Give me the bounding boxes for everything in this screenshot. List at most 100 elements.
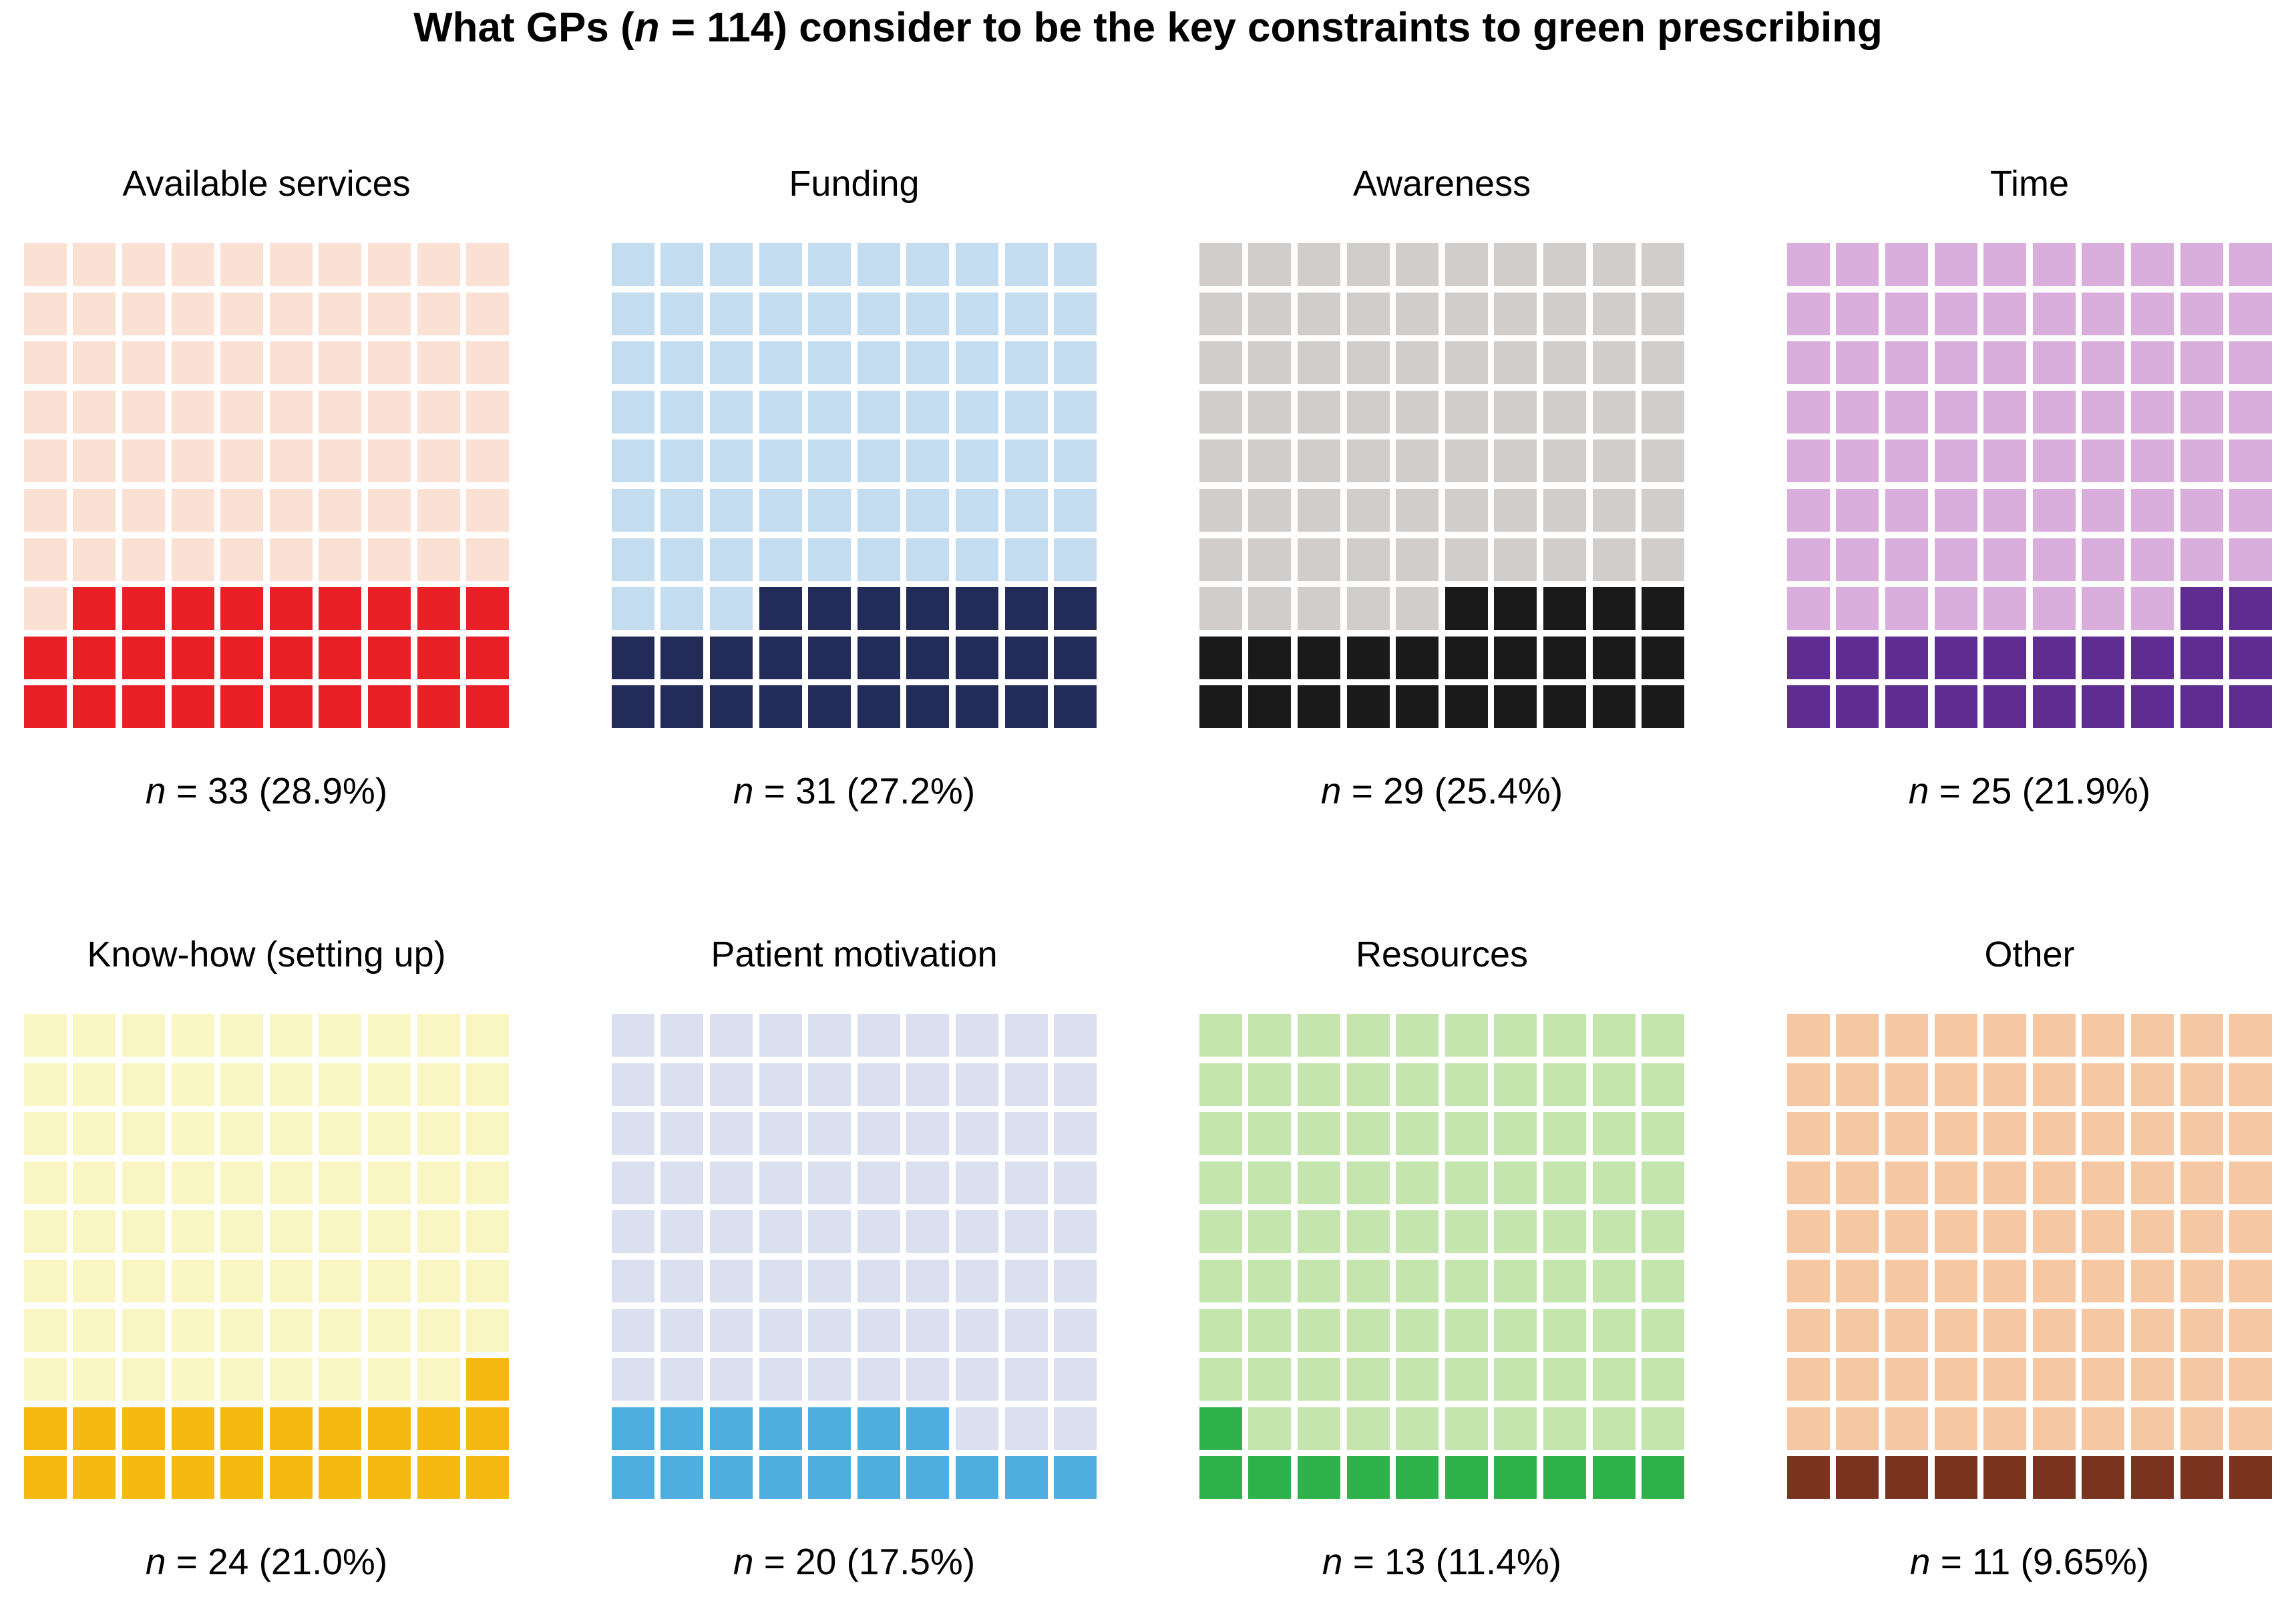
waffle-cell-empty xyxy=(23,1063,67,1106)
waffle-cell-filled xyxy=(660,1407,704,1450)
waffle-cell-empty xyxy=(1054,292,1097,335)
waffle-cell-empty xyxy=(1054,1407,1097,1450)
waffle-cell-filled xyxy=(466,636,510,679)
waffle-cell-empty xyxy=(611,587,654,631)
category-panel-available-services: Available services n = 33 (28.9%) xyxy=(23,163,510,812)
waffle-cell-empty xyxy=(1199,1210,1242,1254)
waffle-cell-filled xyxy=(1836,1456,1879,1499)
waffle-cell-empty xyxy=(2082,1112,2125,1155)
waffle-cell-empty xyxy=(2032,1063,2076,1106)
waffle-cell-empty xyxy=(1396,488,1439,532)
waffle-cell-empty xyxy=(319,1112,362,1155)
waffle-cell-empty xyxy=(1885,587,1929,631)
waffle-cell-empty xyxy=(319,538,362,581)
waffle-cell-empty xyxy=(1885,390,1929,433)
waffle-cell-empty xyxy=(319,341,362,385)
waffle-cell-empty xyxy=(1836,439,1879,483)
waffle-cell-filled xyxy=(1836,636,1879,679)
waffle-cell-filled xyxy=(857,685,900,729)
waffle-cell-filled xyxy=(1004,685,1048,729)
waffle-cell-empty xyxy=(171,1112,214,1155)
category-panel-resources: Resources n = 13 (11.4%) xyxy=(1199,934,1685,1583)
waffle-cell-empty xyxy=(2082,1014,2125,1057)
waffle-grid-other xyxy=(1786,1014,2273,1499)
waffle-cell-empty xyxy=(417,1259,460,1302)
waffle-cell-empty xyxy=(808,1358,851,1401)
waffle-cell-empty xyxy=(857,243,900,286)
waffle-cell-empty xyxy=(1298,1407,1341,1450)
waffle-cell-filled xyxy=(319,636,362,679)
waffle-cell-filled xyxy=(2082,1456,2125,1499)
waffle-cell-empty xyxy=(2082,390,2125,433)
waffle-cell-empty xyxy=(1494,1308,1537,1352)
waffle-cell-filled xyxy=(367,1407,411,1450)
waffle-cell-filled xyxy=(23,685,67,729)
waffle-cell-empty xyxy=(466,341,510,385)
waffle-cell-empty xyxy=(1396,538,1439,581)
waffle-cell-empty xyxy=(808,1161,851,1204)
waffle-cell-filled xyxy=(1543,1456,1586,1499)
waffle-cell-empty xyxy=(171,341,214,385)
waffle-cell-empty xyxy=(1836,1259,1879,1302)
waffle-cell-empty xyxy=(2032,292,2076,335)
waffle-cell-filled xyxy=(1346,1456,1390,1499)
waffle-cell-empty xyxy=(2032,1112,2076,1155)
waffle-cell-empty xyxy=(808,1210,851,1254)
waffle-cell-empty xyxy=(466,538,510,581)
waffle-cell-empty xyxy=(1346,587,1390,631)
waffle-cell-empty xyxy=(611,1112,654,1155)
waffle-cell-empty xyxy=(759,1210,802,1254)
waffle-cell-filled xyxy=(1199,636,1242,679)
waffle-cell-filled xyxy=(1885,685,1929,729)
waffle-cell-filled xyxy=(1592,1456,1636,1499)
waffle-cell-empty xyxy=(23,292,67,335)
waffle-cell-empty xyxy=(1199,587,1242,631)
waffle-cell-empty xyxy=(367,1358,411,1401)
waffle-cell-empty xyxy=(1004,1308,1048,1352)
waffle-cell-empty xyxy=(1592,488,1636,532)
count-label: n = 20 (17.5%) xyxy=(733,1540,975,1583)
waffle-cell-empty xyxy=(1885,538,1929,581)
waffle-cell-empty xyxy=(417,1358,460,1401)
waffle-cell-empty xyxy=(2180,1407,2223,1450)
waffle-cell-empty xyxy=(367,1014,411,1057)
waffle-cell-empty xyxy=(1054,1308,1097,1352)
waffle-cell-empty xyxy=(1004,1358,1048,1401)
waffle-cell-empty xyxy=(955,390,998,433)
waffle-cell-empty xyxy=(1298,1063,1341,1106)
waffle-cell-empty xyxy=(1983,390,2027,433)
waffle-cell-empty xyxy=(611,390,654,433)
waffle-cell-filled xyxy=(1983,1456,2027,1499)
waffle-cell-empty xyxy=(73,488,116,532)
waffle-cell-empty xyxy=(759,243,802,286)
waffle-cell-empty xyxy=(1054,1259,1097,1302)
waffle-cell-empty xyxy=(1885,1308,1929,1352)
waffle-cell-empty xyxy=(1445,1308,1488,1352)
count-label-n-symbol: n xyxy=(145,1541,166,1583)
waffle-cell-empty xyxy=(1885,292,1929,335)
waffle-cell-empty xyxy=(269,1014,313,1057)
waffle-cell-empty xyxy=(2130,341,2174,385)
waffle-cell-empty xyxy=(319,390,362,433)
waffle-cell-empty xyxy=(2229,341,2273,385)
waffle-cell-empty xyxy=(220,1112,264,1155)
waffle-cell-empty xyxy=(1592,1259,1636,1302)
waffle-cell-filled xyxy=(1346,685,1390,729)
waffle-cell-empty xyxy=(1592,1014,1636,1057)
waffle-cell-filled xyxy=(417,1407,460,1450)
waffle-cell-empty xyxy=(1885,1358,1929,1401)
waffle-cell-empty xyxy=(808,1308,851,1352)
waffle-cell-empty xyxy=(319,1259,362,1302)
waffle-cell-empty xyxy=(1983,538,2027,581)
waffle-cell-empty xyxy=(220,439,264,483)
waffle-cell-empty xyxy=(1934,1014,1977,1057)
waffle-cell-empty xyxy=(857,439,900,483)
waffle-cell-filled xyxy=(269,1456,313,1499)
waffle-cell-empty xyxy=(466,1210,510,1254)
waffle-cell-empty xyxy=(2032,1210,2076,1254)
waffle-cell-empty xyxy=(269,1358,313,1401)
waffle-cell-empty xyxy=(220,1308,264,1352)
waffle-cell-empty xyxy=(1543,1210,1586,1254)
waffle-cell-empty xyxy=(466,390,510,433)
waffle-cell-empty xyxy=(1983,1112,2027,1155)
